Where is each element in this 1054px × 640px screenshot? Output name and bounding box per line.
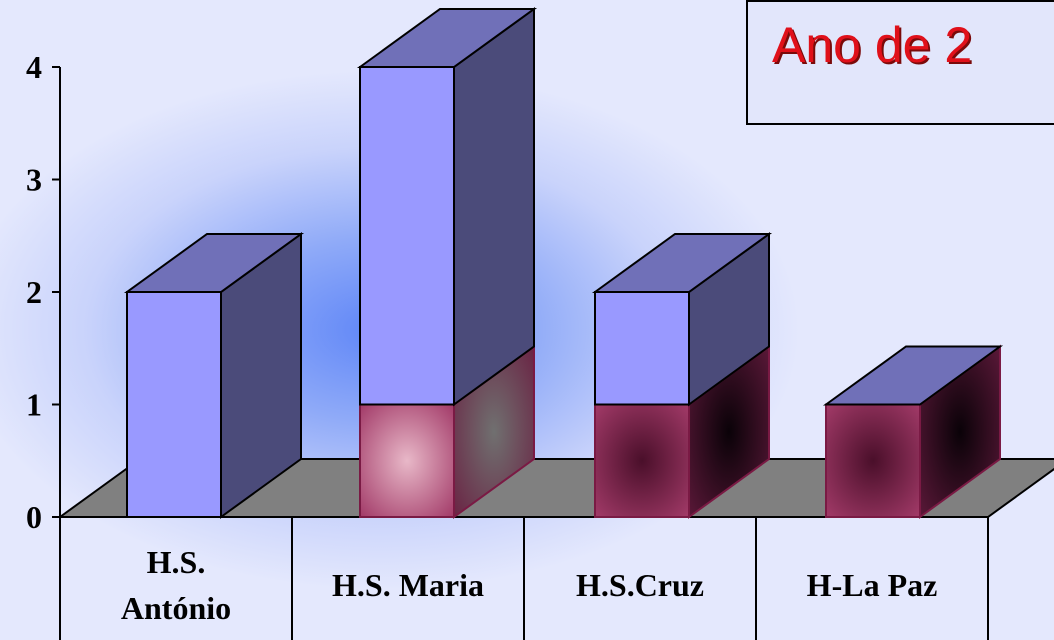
bar-segment bbox=[123, 232, 305, 519]
y-tick-label: 0 bbox=[26, 499, 42, 535]
bar-segment bbox=[591, 232, 773, 407]
bar-front-face bbox=[359, 403, 455, 518]
bar-segment bbox=[356, 7, 538, 407]
chart-title-box: Ano de 2 bbox=[746, 0, 1054, 125]
bar-front-face bbox=[594, 403, 690, 518]
category-label: H-La Paz bbox=[807, 567, 938, 603]
bar-top-face bbox=[356, 8, 538, 68]
bar-segment bbox=[359, 344, 535, 519]
bar-side-face bbox=[453, 7, 535, 407]
category-label: H.S. Maria bbox=[332, 567, 484, 603]
category-label: H.S. bbox=[147, 544, 206, 580]
bar-segment bbox=[822, 344, 1004, 519]
bar-top-face bbox=[591, 233, 773, 293]
bar-front-face bbox=[126, 291, 222, 518]
bar-top-face bbox=[822, 345, 1004, 406]
bar-front-face bbox=[594, 291, 690, 406]
y-tick-label: 2 bbox=[26, 274, 42, 310]
chart-title: Ano de 2 bbox=[772, 17, 973, 73]
y-tick-label: 1 bbox=[26, 387, 42, 423]
bar-top-face bbox=[123, 233, 305, 293]
bar-front-face bbox=[359, 66, 455, 406]
y-tick-label: 4 bbox=[26, 49, 42, 85]
category-label: H.S.Cruz bbox=[576, 567, 704, 603]
bar-front-face bbox=[825, 403, 921, 518]
category-label: António bbox=[121, 590, 231, 626]
y-tick-label: 3 bbox=[26, 162, 42, 198]
